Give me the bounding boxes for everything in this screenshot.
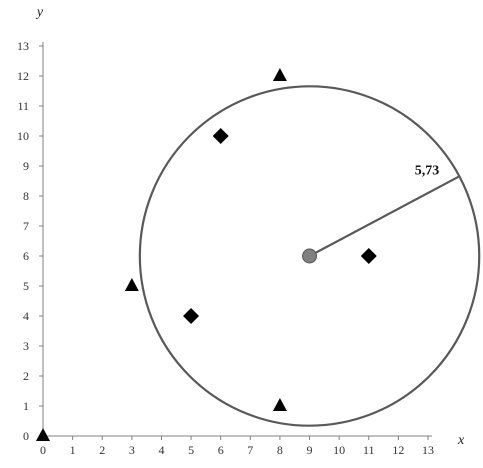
- radius-circle: [138, 85, 481, 427]
- y-tick-label: 10: [17, 129, 29, 143]
- radius-label: 5,73: [415, 164, 440, 179]
- diamond-point: [212, 128, 229, 144]
- triangle-point: [272, 68, 287, 81]
- y-tick-label: 9: [23, 159, 29, 173]
- radius-circle-group: 5,73: [138, 85, 481, 427]
- radius-line: [309, 175, 460, 257]
- diamond-point: [183, 308, 200, 324]
- x-tick-label: 5: [188, 443, 194, 457]
- x-tick-label: 11: [363, 443, 375, 457]
- x-ticks: 0 1 2 3 4 5 6 7 8 9 10 11 12 13: [40, 436, 434, 457]
- y-tick-label: 13: [17, 39, 29, 53]
- x-tick-label: 6: [218, 443, 224, 457]
- x-tick-label: 7: [247, 443, 253, 457]
- triangle-point: [124, 278, 139, 291]
- x-tick-label: 13: [422, 443, 434, 457]
- x-tick-label: 2: [99, 443, 105, 457]
- triangle-point: [36, 428, 50, 441]
- x-tick-label: 10: [333, 443, 345, 457]
- x-tick-label: 8: [277, 443, 283, 457]
- y-tick-label: 7: [23, 219, 29, 233]
- triangle-point: [272, 398, 287, 411]
- y-tick-label: 6: [23, 249, 29, 263]
- x-tick-label: 3: [129, 443, 135, 457]
- y-tick-label: 4: [23, 309, 29, 323]
- x-axis-title: x: [457, 433, 465, 448]
- y-tick-label: 12: [17, 69, 29, 83]
- y-tick-label: 5: [23, 279, 29, 293]
- x-tick-label: 12: [392, 443, 404, 457]
- center-point: [302, 248, 318, 264]
- y-axis-title: y: [35, 5, 44, 20]
- y-tick-label: 0: [23, 429, 29, 443]
- y-tick-label: 2: [23, 369, 29, 383]
- y-tick-label: 11: [17, 99, 29, 113]
- x-tick-label: 1: [70, 443, 76, 457]
- data-points: [36, 68, 377, 441]
- y-tick-label: 3: [23, 339, 29, 353]
- diamond-point: [360, 248, 377, 264]
- y-tick-label: 8: [23, 189, 29, 203]
- x-tick-label: 4: [158, 443, 164, 457]
- y-tick-label: 1: [23, 399, 29, 413]
- x-tick-label: 0: [40, 443, 46, 457]
- x-tick-label: 9: [307, 443, 313, 457]
